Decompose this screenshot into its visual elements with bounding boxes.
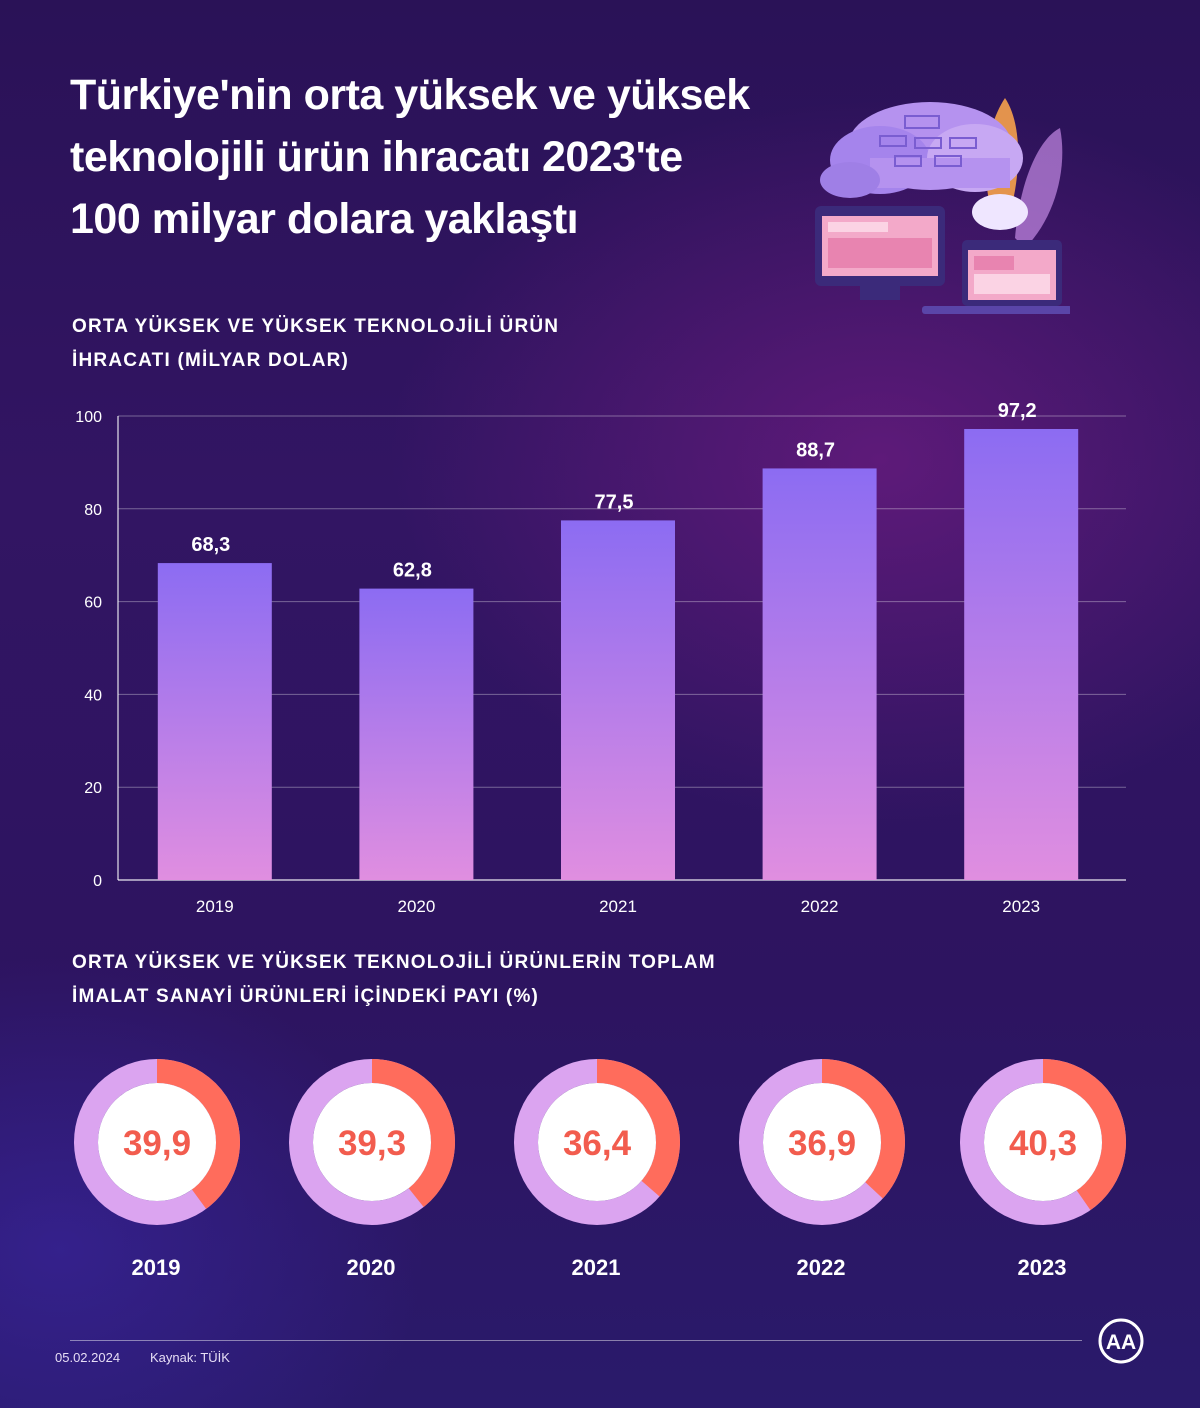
- cloud-computers-illustration: [815, 98, 1070, 314]
- page-title: Türkiye'nin orta yüksek ve yüksek teknol…: [70, 64, 830, 250]
- bar-chart-heading: ORTA YÜKSEK VE YÜKSEK TEKNOLOJİLİ ÜRÜN İ…: [72, 310, 559, 378]
- share-donut-charts: 39,9 2019 39,3 2020 36,4 2021 36,9 2022 40,3 2023: [74, 1059, 1126, 1280]
- x-tick-label: 2021: [599, 897, 637, 916]
- donut-chart-heading: ORTA YÜKSEK VE YÜKSEK TEKNOLOJİLİ ÜRÜNLE…: [72, 946, 716, 1014]
- bar-2021: [561, 520, 675, 880]
- y-tick-label: 20: [84, 780, 102, 797]
- donut-ring-share: [739, 1059, 905, 1225]
- y-tick-label: 40: [84, 687, 102, 704]
- bar-value-label: 97,2: [998, 400, 1037, 422]
- footer-date: 05.02.2024: [55, 1350, 121, 1365]
- y-tick-label: 100: [75, 409, 102, 426]
- donut-2022: 36,9 2022: [739, 1059, 905, 1280]
- donut-year-label: 2019: [132, 1255, 181, 1280]
- x-tick-label: 2020: [397, 897, 435, 916]
- donut-value-label: 40,3: [1009, 1124, 1077, 1163]
- export-bar-chart: 0 20 40 60 80 100 68,3 2019 62,8 2020 77,5 2021 88,7…: [75, 400, 1126, 916]
- donut-2023: 40,3 2023: [960, 1059, 1126, 1280]
- x-tick-label: 2022: [801, 897, 839, 916]
- donut-value-label: 39,9: [123, 1124, 191, 1163]
- title-line-2: teknolojili ürün ihracatı 2023'te: [70, 133, 683, 181]
- donut-ring-share: [289, 1059, 455, 1225]
- bar-chart-heading-line-1: ORTA YÜKSEK VE YÜKSEK TEKNOLOJİLİ ÜRÜN: [72, 316, 560, 337]
- donut-year-label: 2023: [1018, 1255, 1067, 1280]
- footer-divider: [70, 1340, 1082, 1341]
- y-tick-label: 0: [93, 873, 102, 890]
- x-tick-label: 2019: [196, 897, 234, 916]
- aa-logo: AA: [1098, 1318, 1144, 1364]
- donut-ring-share: [74, 1059, 240, 1225]
- y-tick-label: 60: [84, 595, 102, 612]
- donut-center: [98, 1083, 216, 1201]
- x-tick-label: 2023: [1002, 897, 1040, 916]
- footer-source: Kaynak: TÜİK: [150, 1350, 230, 1365]
- bar-value-label: 77,5: [595, 491, 634, 513]
- bar-chart-heading-line-2: İHRACATI (MİLYAR DOLAR): [72, 350, 350, 371]
- donut-2021: 36,4 2021: [514, 1059, 680, 1280]
- donut-chart-heading-line-2: İMALAT SANAYİ ÜRÜNLERİ İÇİNDEKİ PAYI (%): [72, 986, 540, 1007]
- leaf-icon: [1015, 128, 1063, 248]
- bar-2023: [964, 428, 1079, 880]
- title-line-1: Türkiye'nin orta yüksek ve yüksek: [70, 71, 750, 119]
- small-cloud-icon: [820, 162, 880, 198]
- donut-center: [763, 1083, 881, 1201]
- aa-logo-text: AA: [1106, 1331, 1136, 1354]
- bar-2022: [762, 468, 877, 880]
- donut-value-label: 36,9: [788, 1124, 856, 1163]
- title-line-3: 100 milyar dolara yaklaştı: [70, 195, 579, 243]
- bar-value-label: 68,3: [191, 534, 230, 556]
- donut-year-label: 2021: [572, 1255, 621, 1280]
- bar-value-label: 62,8: [393, 560, 432, 582]
- donut-center: [538, 1083, 656, 1201]
- small-cloud-icon-2: [972, 194, 1028, 230]
- bar-2020: [359, 588, 474, 880]
- donut-center: [984, 1083, 1102, 1201]
- donut-value-label: 36,4: [563, 1124, 632, 1163]
- donut-value-label: 39,3: [338, 1124, 406, 1163]
- donut-2020: 39,3 2020: [289, 1059, 455, 1280]
- y-tick-label: 80: [84, 502, 102, 519]
- bar-2019: [157, 563, 272, 880]
- donut-year-label: 2020: [347, 1255, 396, 1280]
- bar-value-label: 88,7: [796, 439, 835, 461]
- donut-chart-heading-line-1: ORTA YÜKSEK VE YÜKSEK TEKNOLOJİLİ ÜRÜNLE…: [72, 952, 716, 973]
- donut-center: [313, 1083, 431, 1201]
- donut-year-label: 2022: [797, 1255, 846, 1280]
- donut-2019: 39,9 2019: [74, 1059, 240, 1280]
- donut-ring-share: [960, 1059, 1126, 1225]
- donut-ring-share: [514, 1059, 680, 1225]
